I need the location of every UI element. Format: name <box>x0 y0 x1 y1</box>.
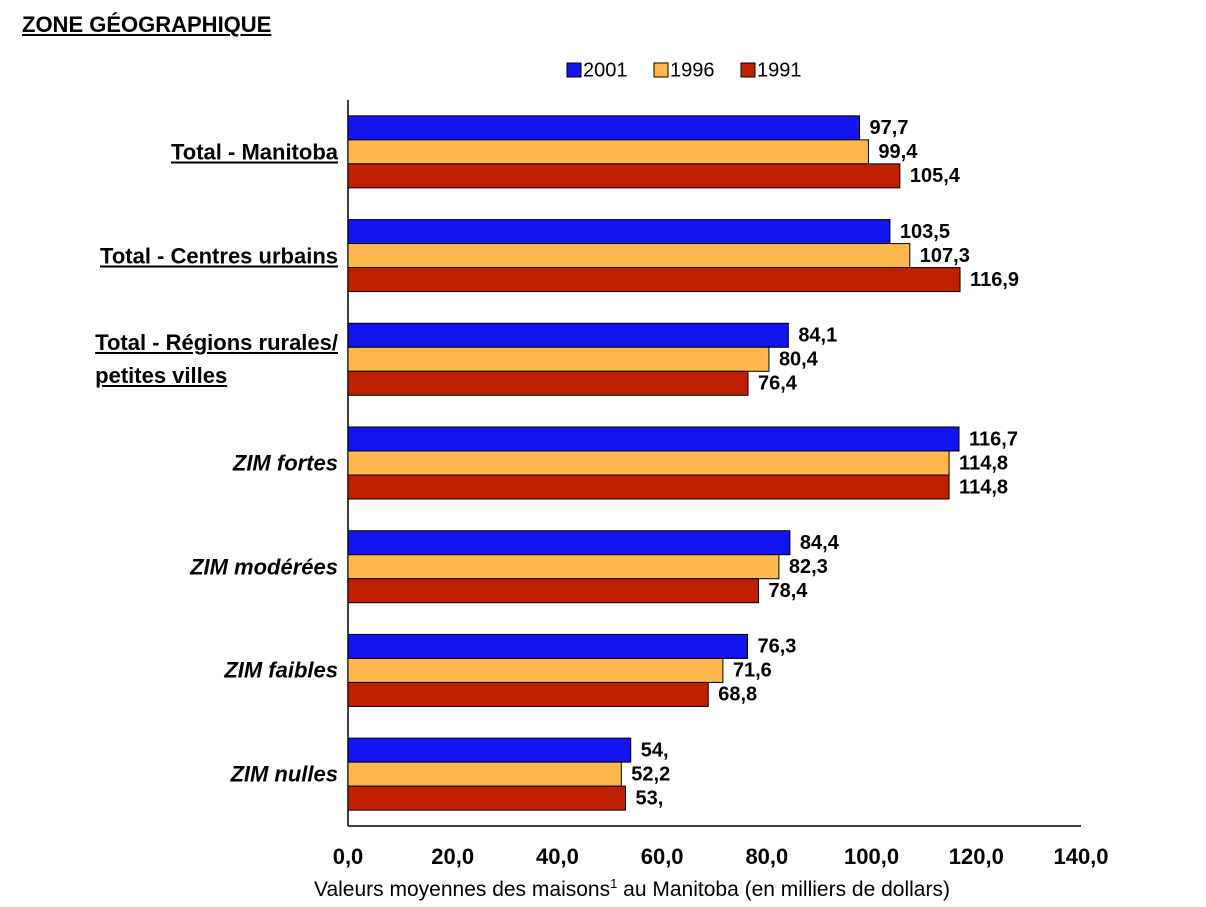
x-label-text: au Manitoba (en milliers de dollars) <box>617 878 950 901</box>
x-axis-label: Valeurs moyennes des maisons1 au Manitob… <box>0 876 1206 902</box>
bar <box>347 163 901 189</box>
value-label: 105,4 <box>910 165 961 187</box>
footnote-mark: 1 <box>610 876 618 891</box>
bar <box>347 554 780 580</box>
bar <box>347 115 861 141</box>
bar <box>347 681 709 707</box>
bar <box>347 426 960 452</box>
bar <box>347 578 759 604</box>
value-label: 78,4 <box>768 580 808 602</box>
value-label: 103,5 <box>900 221 950 243</box>
x-tick-label: 60,0 <box>641 844 684 869</box>
y-tick-label: Total - Centres urbains <box>100 243 338 269</box>
value-label: 52,2 <box>631 763 670 785</box>
value-label: 97,7 <box>870 117 909 139</box>
bar <box>347 139 869 165</box>
x-tick-label: 120,0 <box>949 844 1004 869</box>
bar <box>347 370 749 396</box>
legend-swatch <box>566 62 582 78</box>
y-tick-label: ZIM nulles <box>230 761 338 787</box>
y-tick-label: Total - Manitoba <box>170 139 338 165</box>
value-label: 116,7 <box>969 428 1018 450</box>
value-label: 68,8 <box>718 684 757 706</box>
chart-title: ZONE GÉOGRAPHIQUE <box>22 12 272 37</box>
value-label: 114,8 <box>959 452 1008 474</box>
value-label: 84,4 <box>800 532 840 554</box>
x-tick-label: 100,0 <box>844 844 899 869</box>
bar <box>347 346 770 372</box>
bar <box>347 243 911 269</box>
value-label: 114,8 <box>959 476 1008 498</box>
legend-swatch <box>740 62 756 78</box>
bar <box>347 785 626 811</box>
x-tick-label: 40,0 <box>536 844 579 869</box>
value-label: 71,6 <box>733 660 772 682</box>
value-label: 80,4 <box>779 349 819 371</box>
bar <box>347 737 632 763</box>
value-label: 76,4 <box>758 373 798 395</box>
legend-label: 1996 <box>670 59 715 81</box>
bar <box>347 657 724 683</box>
bar <box>347 633 748 659</box>
x-label-text: Valeurs moyennes des maisons <box>314 878 611 901</box>
y-tick-label: ZIM fortes <box>232 450 338 476</box>
bar <box>347 322 789 348</box>
value-label: 116,9 <box>970 269 1019 291</box>
x-tick-label: 20,0 <box>431 844 474 869</box>
value-label: 54, <box>641 739 669 761</box>
value-label: 76,3 <box>757 636 796 658</box>
x-tick-label: 140,0 <box>1053 844 1108 869</box>
y-tick-label: Total - Régions rurales/ petites villes <box>95 330 338 389</box>
bar <box>347 450 950 476</box>
legend-swatch <box>653 62 669 78</box>
value-label: 82,3 <box>789 556 828 578</box>
value-label: 107,3 <box>920 245 970 267</box>
x-tick-label: 0,0 <box>333 844 364 869</box>
y-tick-label: ZIM modérées <box>190 554 338 580</box>
value-label: 84,1 <box>798 325 837 347</box>
bar <box>347 530 791 556</box>
legend-label: 2001 <box>583 59 628 81</box>
bar <box>347 761 622 787</box>
legend-label: 1991 <box>757 59 802 81</box>
x-tick-label: 80,0 <box>745 844 788 869</box>
y-tick-label: ZIM faibles <box>224 657 338 683</box>
bar <box>347 219 891 245</box>
bar <box>347 267 961 293</box>
bar <box>347 474 950 500</box>
value-label: 99,4 <box>878 141 918 163</box>
value-label: 53, <box>635 787 663 809</box>
